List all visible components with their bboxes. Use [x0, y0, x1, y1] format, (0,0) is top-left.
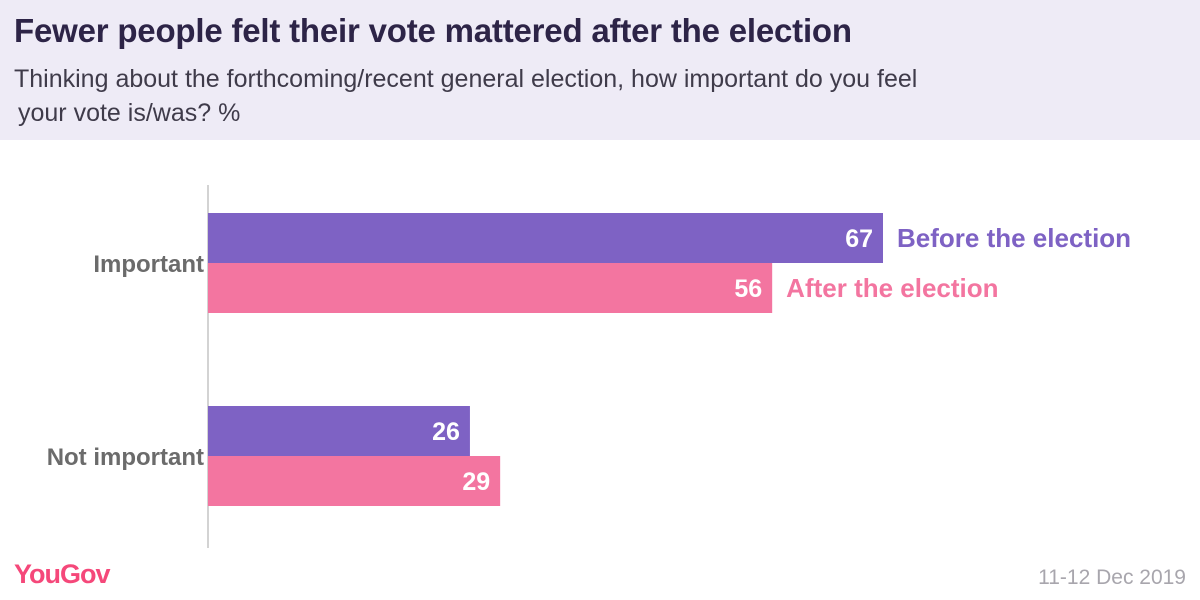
bar-after-the-election-not-important [208, 456, 501, 506]
chart-subtitle: Thinking about the forthcoming/recent ge… [14, 62, 1054, 130]
category-label-not-important: Not important [47, 444, 204, 471]
chart-header: Fewer people felt their vote mattered af… [0, 0, 1200, 140]
yougov-logo: YouGov [14, 559, 111, 589]
category-label-important: Important [93, 251, 204, 278]
bar-after-the-election-important [208, 263, 773, 313]
data-label: 56 [734, 275, 762, 303]
chart-title: Fewer people felt their vote mattered af… [14, 12, 852, 49]
data-label: 26 [432, 418, 460, 446]
data-label: 67 [845, 225, 873, 253]
chart-subtitle-line-1: Thinking about the forthcoming/recent ge… [14, 65, 918, 93]
bar-chart: Important 67 Before the election 56 After th… [47, 185, 1131, 548]
data-label: 29 [462, 468, 490, 496]
bar-before-the-election-important [208, 213, 883, 263]
legend-label-after-the-election: After the election [786, 273, 998, 303]
legend-label-before-the-election: Before the election [897, 223, 1131, 253]
fieldwork-date: 11-12 Dec 2019 [1038, 566, 1186, 589]
bar-before-the-election-not-important [208, 406, 470, 456]
chart-subtitle-line-2: your vote is/was? % [18, 99, 241, 127]
